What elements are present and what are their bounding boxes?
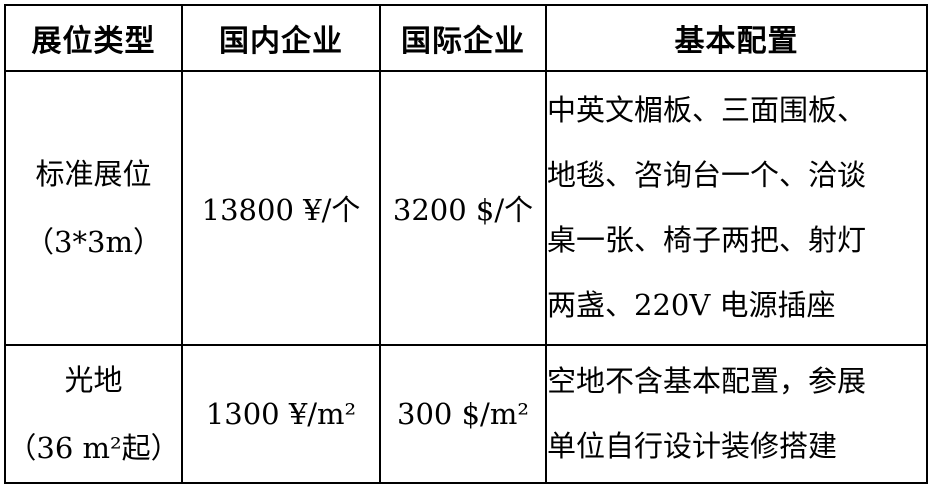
- config-line: 空地不含基本配置，参展: [547, 364, 867, 398]
- domestic-price-cell: 1300 ¥/m²: [181, 344, 381, 484]
- booth-type-spec: （3*3m）: [25, 225, 162, 259]
- config-line: 桌一张、椅子两把、射灯: [547, 223, 867, 257]
- booth-pricing-table: 展位类型 国内企业 国际企业 基本配置 标准展位 （3*3m） 13800 ¥/…: [4, 4, 928, 484]
- domestic-price-cell: 13800 ¥/个: [181, 70, 381, 346]
- config-cell: 空地不含基本配置，参展 单位自行设计装修搭建: [545, 344, 928, 484]
- table-header-row: 展位类型 国内企业 国际企业 基本配置: [4, 4, 928, 72]
- booth-type-name: 标准展位: [35, 157, 152, 191]
- international-price-cell: 300 $/m²: [379, 344, 547, 484]
- international-price-cell: 3200 $/个: [379, 70, 547, 346]
- config-line: 单位自行设计装修搭建: [547, 429, 838, 463]
- booth-type-cell: 标准展位 （3*3m）: [4, 70, 183, 346]
- booth-type-spec: （36 m²起）: [7, 431, 180, 465]
- table-row-raw-space: 光地 （36 m²起） 1300 ¥/m² 300 $/m² 空地不含基本配置，…: [4, 344, 928, 484]
- booth-type-cell: 光地 （36 m²起）: [4, 344, 183, 484]
- booth-pricing-table-container: 展位类型 国内企业 国际企业 基本配置 标准展位 （3*3m） 13800 ¥/…: [4, 4, 928, 484]
- header-international-enterprise: 国际企业: [379, 4, 547, 72]
- config-cell: 中英文楣板、三面围板、 地毯、咨询台一个、洽谈 桌一张、椅子两把、射灯 两盏、2…: [545, 70, 928, 346]
- table-row-standard-booth: 标准展位 （3*3m） 13800 ¥/个 3200 $/个 中英文楣板、三面围…: [4, 70, 928, 346]
- header-domestic-enterprise: 国内企业: [181, 4, 381, 72]
- header-booth-type: 展位类型: [4, 4, 183, 72]
- config-line: 中英文楣板、三面围板、: [547, 93, 867, 127]
- config-line: 地毯、咨询台一个、洽谈: [547, 158, 867, 192]
- booth-type-name: 光地: [64, 363, 123, 397]
- header-basic-config: 基本配置: [545, 4, 928, 72]
- config-line: 两盏、220V 电源插座: [547, 288, 836, 322]
